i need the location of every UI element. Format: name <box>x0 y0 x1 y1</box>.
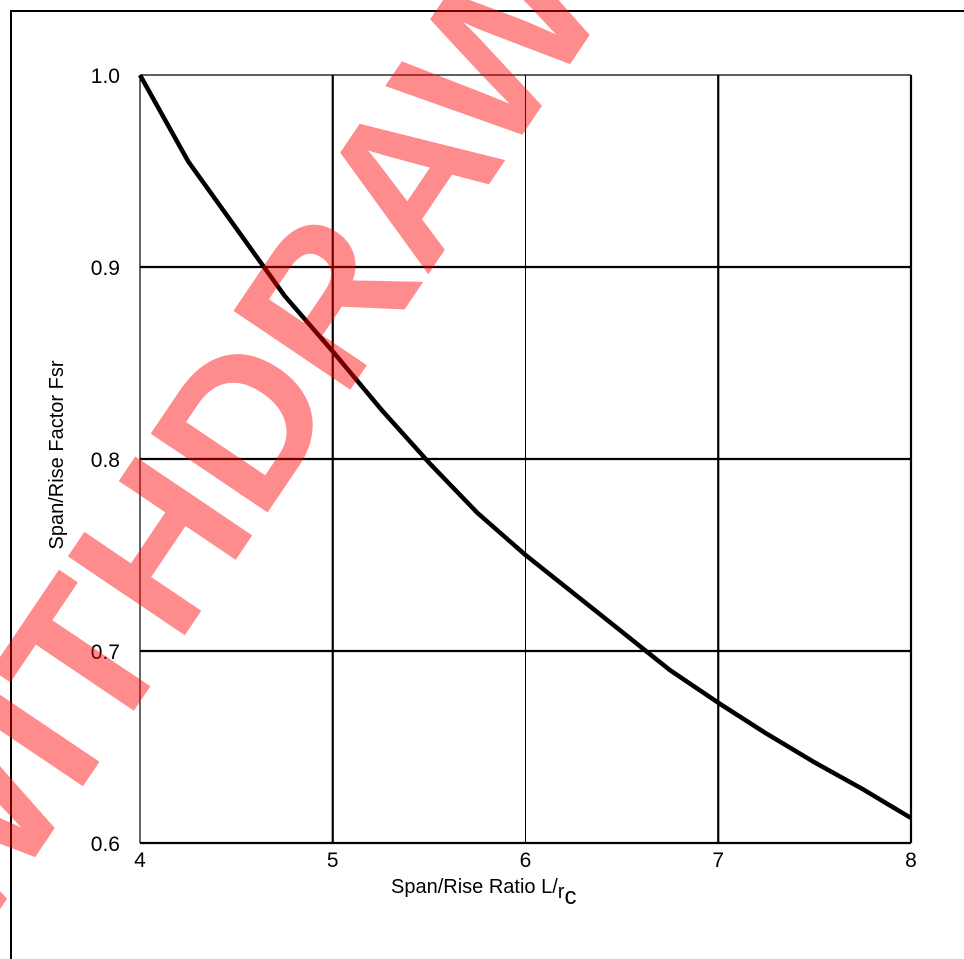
watermark: WITHDRAWN <box>0 0 729 959</box>
x-tick-label: 5 <box>327 849 339 872</box>
y-tick-label: 0.8 <box>91 449 120 472</box>
tick-labels: 4 5 6 7 8 0.6 0.7 0.8 0.9 1.0 <box>91 65 917 872</box>
watermark-text: WITHDRAWN <box>0 0 729 959</box>
y-tick-label: 1.0 <box>91 65 120 88</box>
x-axis-title: Span/Rise Ratio L/rc <box>391 876 576 910</box>
x-tick-label: 6 <box>520 849 532 872</box>
x-tick-label: 4 <box>134 849 146 872</box>
grid <box>139 74 913 845</box>
y-tick-label: 0.6 <box>91 833 120 856</box>
series-layer <box>138 73 913 820</box>
x-axis-title-main: Span/Rise Ratio L/ <box>391 876 558 898</box>
x-tick-label: 8 <box>905 849 917 872</box>
series-line <box>138 73 913 820</box>
x-axis-title-sub: r <box>558 881 565 903</box>
x-axis-title-subsub: c <box>564 883 576 910</box>
chart-frame <box>10 10 964 959</box>
y-tick-label: 0.9 <box>91 257 120 280</box>
y-tick-label: 0.7 <box>91 641 120 664</box>
y-axis-title: Span/Rise Factor Fsr <box>46 360 68 549</box>
x-tick-label: 7 <box>712 849 724 872</box>
